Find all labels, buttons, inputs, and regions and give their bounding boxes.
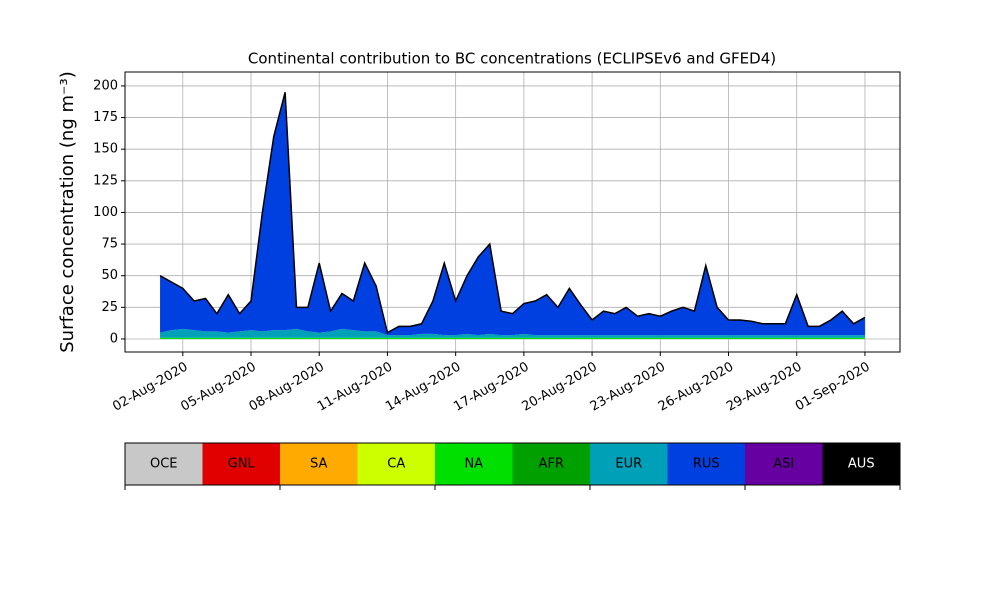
x-tick-label: 29-Aug-2020 bbox=[724, 360, 804, 415]
y-tick-label: 100 bbox=[93, 205, 118, 220]
total-outline bbox=[159, 92, 866, 334]
x-tick-label: 17-Aug-2020 bbox=[451, 360, 531, 415]
legend-label: EUR bbox=[615, 457, 642, 472]
y-tick-label: 25 bbox=[101, 300, 118, 315]
chart-title: Continental contribution to BC concentra… bbox=[248, 50, 776, 68]
legend-swatch bbox=[280, 443, 358, 485]
legend-swatch bbox=[512, 443, 590, 485]
legend-swatch bbox=[590, 443, 668, 485]
legend-label: RUS bbox=[693, 457, 720, 472]
y-tick-label: 50 bbox=[101, 268, 118, 283]
legend-label: GNL bbox=[228, 457, 256, 472]
legend-label: SA bbox=[310, 457, 327, 472]
area bbox=[160, 337, 865, 339]
legend-swatch bbox=[822, 443, 900, 485]
legend-label: NA bbox=[464, 457, 483, 472]
area bbox=[160, 92, 865, 336]
x-tick-label: 11-Aug-2020 bbox=[315, 360, 395, 415]
x-tick-label: 23-Aug-2020 bbox=[588, 360, 668, 415]
legend-swatch bbox=[667, 443, 745, 485]
legend-label: AFR bbox=[539, 457, 564, 472]
y-tick-label: 150 bbox=[93, 142, 118, 157]
plot-frame bbox=[124, 71, 901, 353]
y-tick-label: 75 bbox=[101, 237, 118, 252]
area bbox=[160, 328, 865, 338]
x-tick-label: 08-Aug-2020 bbox=[247, 360, 327, 415]
legend-swatch bbox=[125, 443, 203, 485]
x-tick-label: 14-Aug-2020 bbox=[383, 360, 463, 415]
legend-label: OCE bbox=[150, 457, 178, 472]
x-tick-label: 20-Aug-2020 bbox=[519, 360, 599, 415]
x-tick-label: 02-Aug-2020 bbox=[110, 360, 190, 415]
legend-label: ASI bbox=[773, 457, 794, 472]
x-tick-label: 26-Aug-2020 bbox=[656, 360, 736, 415]
legend-swatch bbox=[435, 443, 513, 485]
y-tick-label: 125 bbox=[93, 173, 118, 188]
legend-label: CA bbox=[387, 457, 405, 472]
x-tick-label: 01-Sep-2020 bbox=[793, 360, 873, 415]
legend-swatch bbox=[745, 443, 823, 485]
y-tick-label: 175 bbox=[93, 110, 118, 125]
y-axis-label: Surface concentration (ng m⁻³) bbox=[57, 71, 78, 353]
legend-label: AUS bbox=[848, 457, 875, 472]
y-tick-label: 0 bbox=[110, 331, 118, 346]
legend-swatch bbox=[357, 443, 435, 485]
y-tick-label: 200 bbox=[93, 78, 118, 93]
legend-swatch bbox=[202, 443, 280, 485]
x-tick-label: 05-Aug-2020 bbox=[178, 360, 258, 415]
colorbar-frame bbox=[124, 442, 901, 486]
